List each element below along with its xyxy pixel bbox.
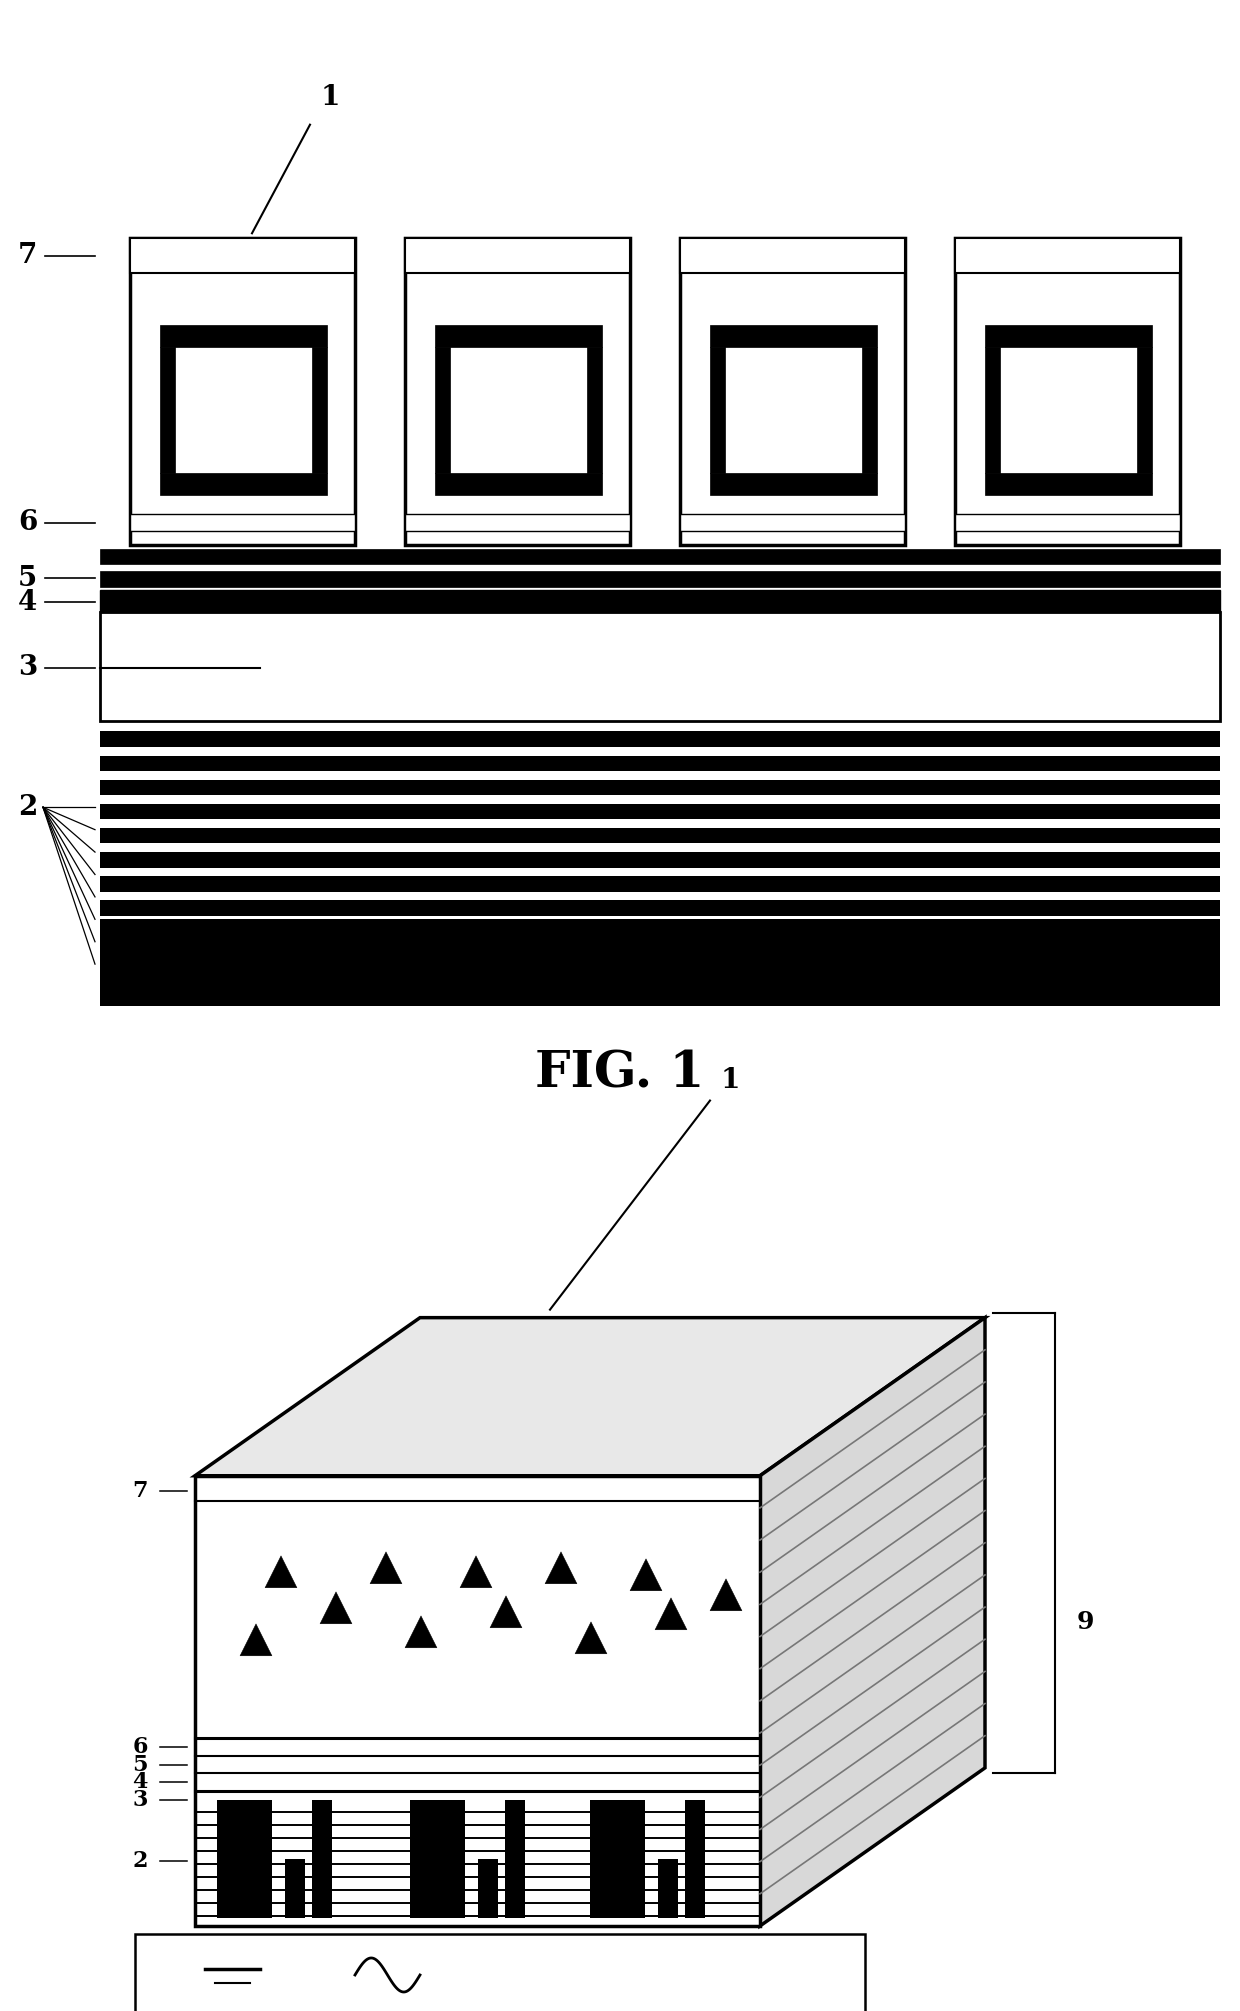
Bar [100,901,1220,915]
Text: 4: 4 [19,589,37,615]
Bar [217,1800,272,1918]
Polygon shape [490,1597,522,1627]
Bar [100,732,1220,746]
Bar [100,804,1220,818]
Bar [955,239,1180,545]
Bar [312,348,327,473]
Text: 1: 1 [720,1068,740,1094]
Text: 1: 1 [320,84,340,111]
Bar [711,473,877,495]
Polygon shape [460,1557,492,1589]
Bar [985,324,1152,348]
Bar [130,239,355,545]
Bar [477,1858,498,1918]
Bar [312,1800,332,1918]
Text: 7: 7 [19,241,37,269]
Bar [410,1800,465,1918]
Bar [590,1800,645,1918]
Bar [135,1935,866,2011]
Polygon shape [320,1593,352,1623]
Bar [160,473,327,495]
Polygon shape [195,1476,760,1927]
Polygon shape [546,1552,577,1585]
Bar [100,829,1220,843]
Polygon shape [241,1623,272,1655]
Bar [100,853,1220,867]
Bar [985,348,999,473]
Text: 5: 5 [133,1754,148,1776]
Bar [680,239,905,545]
Bar [405,515,630,531]
Text: 3: 3 [133,1790,148,1810]
Polygon shape [405,1615,436,1647]
Bar [285,1858,305,1918]
Polygon shape [711,1579,742,1611]
Polygon shape [370,1552,402,1585]
Text: 4: 4 [133,1772,148,1794]
Bar [505,1800,525,1918]
Bar [100,571,1220,587]
Bar [955,515,1180,531]
Polygon shape [265,1557,298,1589]
Bar [100,613,1220,722]
Bar [862,348,877,473]
Bar [405,239,630,545]
Text: 7: 7 [133,1480,148,1502]
Bar [684,1800,706,1918]
Bar [100,877,1220,891]
Bar [435,348,450,473]
Bar [1137,348,1152,473]
Text: 5: 5 [19,565,37,591]
Text: FIG. 1: FIG. 1 [536,1050,704,1098]
Bar [100,756,1220,770]
Text: 2: 2 [19,794,37,820]
Bar [658,1858,678,1918]
Bar [100,919,1220,1006]
Polygon shape [630,1559,662,1591]
Bar [587,348,601,473]
Text: 9: 9 [1076,1611,1094,1633]
Bar [100,549,1220,565]
Bar [160,324,327,348]
Bar [100,589,1220,613]
Text: 6: 6 [19,509,37,537]
Bar [711,348,725,473]
Bar [160,348,175,473]
Text: 2: 2 [133,1850,148,1872]
Bar [100,780,1220,794]
Bar [680,239,905,273]
Bar [985,473,1152,495]
Bar [435,473,601,495]
Text: 6: 6 [133,1735,148,1758]
Polygon shape [575,1621,608,1653]
Bar [435,324,601,348]
Bar [130,515,355,531]
Bar [130,239,355,273]
Text: 3: 3 [19,654,37,682]
Polygon shape [655,1599,687,1629]
Polygon shape [195,1317,985,1476]
Bar [680,515,905,531]
Bar [711,324,877,348]
Bar [955,239,1180,273]
Bar [405,239,630,273]
Polygon shape [760,1317,985,1927]
